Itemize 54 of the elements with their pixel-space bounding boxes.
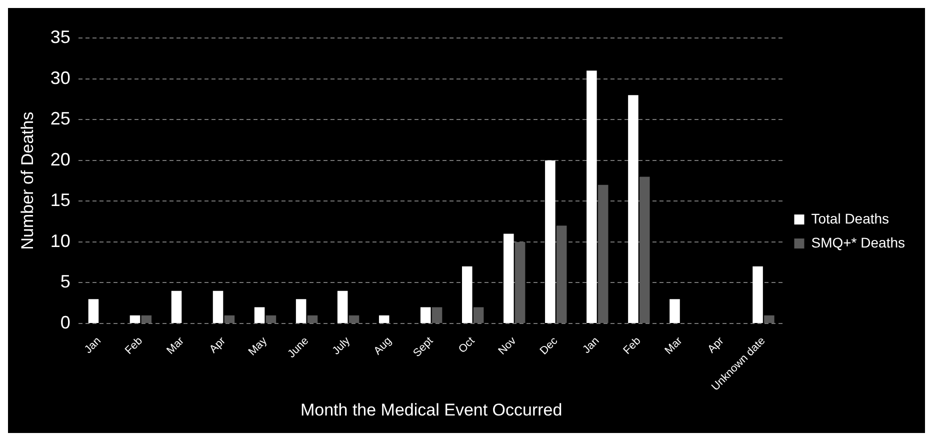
y-axis-title: Number of Deaths	[18, 112, 37, 250]
bar	[337, 290, 348, 324]
x-tick-label: Apr	[207, 334, 228, 356]
bar	[432, 307, 442, 324]
x-tick-label: July	[330, 334, 353, 358]
bar	[348, 315, 360, 324]
x-tick-label: Apr	[706, 334, 726, 356]
y-tick-label: 10	[50, 230, 70, 251]
x-axis-title: Month the Medical Event Occurred	[300, 400, 562, 420]
y-tick-label: 25	[50, 108, 70, 129]
bar	[598, 184, 608, 324]
bar	[254, 307, 265, 324]
bar	[473, 307, 484, 324]
bar	[586, 70, 597, 324]
x-tick-label: Jan	[82, 334, 104, 356]
bar	[545, 160, 556, 324]
y-tick-label: 5	[60, 272, 70, 292]
x-tick-label: Mar	[662, 334, 685, 357]
x-tick-label: Dec	[538, 334, 561, 358]
bar	[378, 315, 390, 324]
x-tick-label: Feb	[123, 334, 145, 357]
bar	[296, 299, 306, 324]
x-tick-label: Mar	[164, 334, 187, 357]
bar	[628, 95, 638, 324]
x-tick-label: Aug	[372, 334, 394, 358]
x-tick-label: Jan	[580, 334, 602, 356]
bar	[212, 290, 224, 324]
bar	[752, 266, 763, 324]
y-tick-label: 30	[50, 68, 70, 88]
bar	[130, 315, 140, 324]
bar	[224, 315, 235, 324]
x-tick-label: May	[246, 334, 270, 358]
legend-label: Total Deaths	[811, 210, 890, 226]
bar	[307, 315, 318, 324]
bar	[88, 299, 99, 324]
bar	[556, 226, 567, 324]
bar	[670, 299, 680, 324]
y-tick-label: 35	[50, 26, 70, 47]
bar	[504, 234, 514, 324]
bar	[141, 315, 152, 324]
x-tick-label: Oct	[456, 334, 478, 356]
bar	[266, 315, 276, 324]
bar	[764, 315, 774, 324]
y-tick-label: 15	[50, 190, 70, 210]
bar	[462, 266, 472, 324]
x-tick-label: Feb	[621, 334, 644, 357]
bar	[639, 176, 650, 324]
y-tick-label: 20	[50, 149, 70, 170]
bar	[514, 242, 526, 324]
bar	[171, 290, 182, 324]
y-tick-label: 0	[60, 312, 70, 333]
legend-label: SMQ+* Deaths	[811, 234, 906, 250]
bar	[420, 307, 431, 324]
x-tick-label: Nov	[496, 334, 519, 358]
